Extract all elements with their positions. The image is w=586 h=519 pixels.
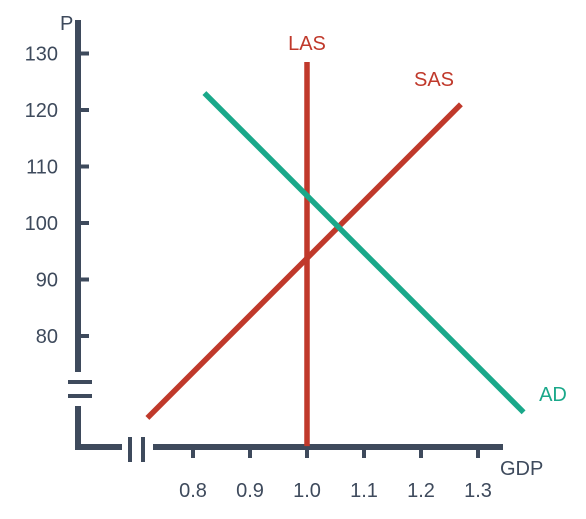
- series-line-sas: [145, 102, 463, 420]
- series-label-las: LAS: [288, 33, 326, 55]
- x-tick-label: 1.2: [407, 480, 435, 502]
- y-tick-label: 90: [36, 270, 58, 292]
- y-tick-label: 110: [26, 157, 58, 179]
- y-tick-label: 130: [25, 44, 58, 66]
- x-tick-label: 1.0: [293, 480, 321, 502]
- x-tick-label: 1.3: [464, 480, 492, 502]
- x-tick-label: 1.1: [350, 480, 378, 502]
- axes: [68, 20, 503, 462]
- y-tick-label: 80: [36, 326, 58, 348]
- series-lines: [145, 61, 526, 447]
- tick-labels: 80 90 100 110 120 130 0.8 0.9 1.0 1.1 1.2 1.3 P GDP: [25, 13, 544, 502]
- series-labels: LAS SAS AD: [288, 33, 567, 406]
- y-tick-label: 120: [25, 100, 58, 122]
- x-tick-label: 0.8: [179, 480, 207, 502]
- series-line-ad: [202, 91, 526, 415]
- x-axis-title: GDP: [500, 458, 543, 480]
- x-tick-label: 0.9: [236, 480, 264, 502]
- y-axis-title: P: [60, 13, 73, 35]
- series-label-ad: AD: [539, 384, 567, 406]
- y-tick-label: 100: [25, 213, 58, 235]
- series-label-sas: SAS: [414, 69, 454, 91]
